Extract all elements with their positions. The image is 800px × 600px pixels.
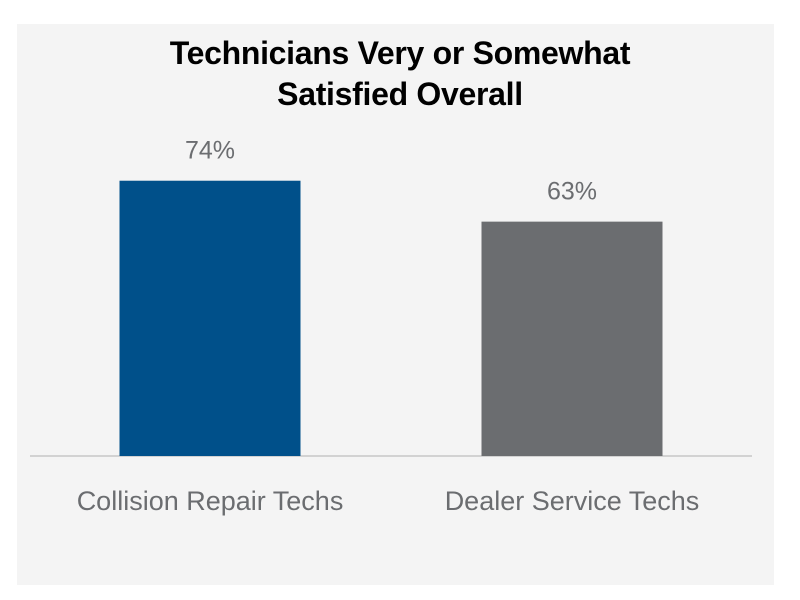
bar-1 xyxy=(119,180,301,456)
value-label-1: 74% xyxy=(185,137,235,165)
chart-title-line-2: Satisfied Overall xyxy=(277,76,523,112)
category-label-1: Collision Repair Techs xyxy=(77,486,344,516)
category-label-2: Dealer Service Techs xyxy=(445,486,700,516)
bar-2 xyxy=(481,221,663,456)
value-label-2: 63% xyxy=(547,178,597,206)
chart-title: Technicians Very or Somewhat Satisfied O… xyxy=(0,33,800,115)
chart-title-line-1: Technicians Very or Somewhat xyxy=(169,35,631,71)
